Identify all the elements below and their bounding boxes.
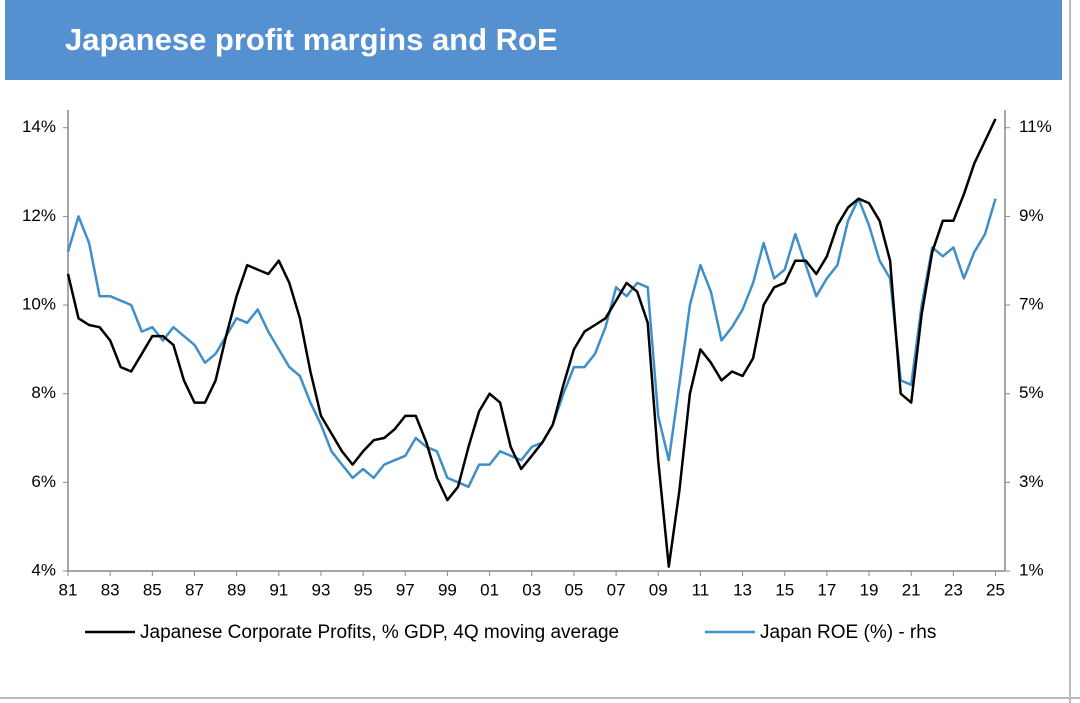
x-tick-label: 93 xyxy=(311,580,330,599)
y2-tick-label: 5% xyxy=(1019,383,1044,402)
x-tick-label: 09 xyxy=(649,580,668,599)
x-tick-label: 99 xyxy=(438,580,457,599)
x-tick-label: 05 xyxy=(564,580,583,599)
title-banner xyxy=(5,0,1062,80)
x-tick-label: 15 xyxy=(775,580,794,599)
x-tick-label: 83 xyxy=(101,580,120,599)
y2-tick-label: 3% xyxy=(1019,472,1044,491)
y-tick-label: 8% xyxy=(31,383,56,402)
y-tick-label: 10% xyxy=(22,295,56,314)
y2-tick-label: 11% xyxy=(1019,117,1052,136)
series-line xyxy=(66,118,997,568)
x-tick-label: 17 xyxy=(817,580,836,599)
x-tick-label: 85 xyxy=(143,580,162,599)
x-tick-label: 95 xyxy=(354,580,373,599)
y-tick-label: 4% xyxy=(31,560,56,579)
x-tick-label: 19 xyxy=(860,580,879,599)
x-tick-label: 01 xyxy=(480,580,499,599)
x-tick-label: 03 xyxy=(522,580,541,599)
x-tick-label: 11 xyxy=(692,580,710,599)
x-tick-label: 23 xyxy=(944,580,963,599)
series-line xyxy=(66,197,997,489)
chart-title: Japanese profit margins and RoE xyxy=(65,22,558,57)
x-tick-label: 91 xyxy=(269,580,288,599)
y2-tick-label: 7% xyxy=(1019,295,1044,314)
x-tick-label: 13 xyxy=(733,580,752,599)
x-tick-label: 87 xyxy=(185,580,204,599)
legend-label: Japanese Corporate Profits, % GDP, 4Q mo… xyxy=(140,622,619,643)
x-tick-label: 07 xyxy=(607,580,626,599)
y-tick-label: 6% xyxy=(31,472,56,491)
y-tick-label: 14% xyxy=(22,117,56,136)
y2-tick-label: 9% xyxy=(1019,206,1044,225)
x-tick-label: 81 xyxy=(59,580,78,599)
y-tick-label: 12% xyxy=(22,206,56,225)
legend-label: Japan ROE (%) - rhs xyxy=(760,622,936,643)
x-tick-label: 89 xyxy=(227,580,246,599)
x-tick-label: 21 xyxy=(902,580,921,599)
y2-tick-label: 1% xyxy=(1019,560,1044,579)
x-tick-label: 97 xyxy=(396,580,415,599)
x-tick-label: 25 xyxy=(986,580,1005,599)
